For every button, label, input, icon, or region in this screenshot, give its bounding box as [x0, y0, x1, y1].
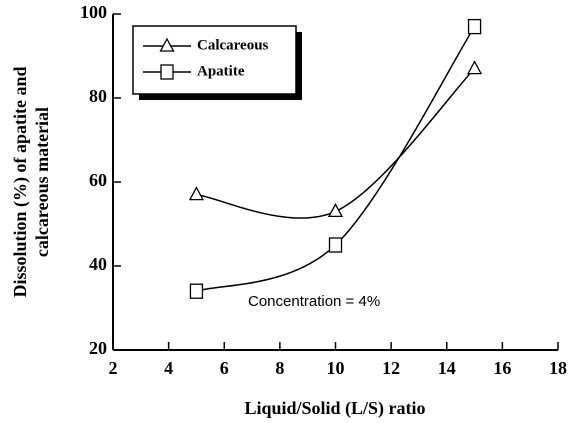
legend-marker: [160, 64, 174, 80]
data-point: [188, 186, 205, 201]
legend-label: Apatite: [197, 63, 245, 79]
x-tick-label: 6: [220, 358, 229, 378]
x-tick-label: 8: [275, 358, 284, 378]
x-tick-label: 10: [327, 358, 345, 378]
legend-marker: [159, 37, 175, 52]
y-axis-label: Dissolution (%) of apatite and: [10, 66, 31, 297]
y-tick-label: 20: [89, 338, 107, 358]
x-tick-label: 12: [382, 358, 400, 378]
x-tick-label: 2: [109, 358, 118, 378]
y-axis-label: calcareous material: [32, 107, 52, 257]
annotation: Concentration = 4%: [248, 293, 380, 310]
data-point: [466, 60, 483, 75]
x-axis-label: Liquid/Solid (L/S) ratio: [244, 398, 425, 419]
x-tick-label: 4: [164, 358, 173, 378]
data-point: [189, 283, 204, 299]
series-line: [196, 26, 476, 292]
y-tick-label: 100: [80, 2, 107, 22]
y-tick-label: 80: [89, 86, 107, 106]
data-point: [467, 18, 482, 35]
x-tick-label: 18: [549, 358, 567, 378]
y-tick-label: 40: [89, 254, 107, 274]
data-point: [327, 203, 344, 218]
x-tick-label: 14: [438, 358, 456, 378]
legend-label: Calcareous: [197, 37, 269, 53]
x-tick-label: 16: [493, 358, 511, 378]
legend: [132, 25, 297, 95]
data-point: [328, 237, 343, 253]
y-tick-label: 60: [89, 170, 107, 190]
